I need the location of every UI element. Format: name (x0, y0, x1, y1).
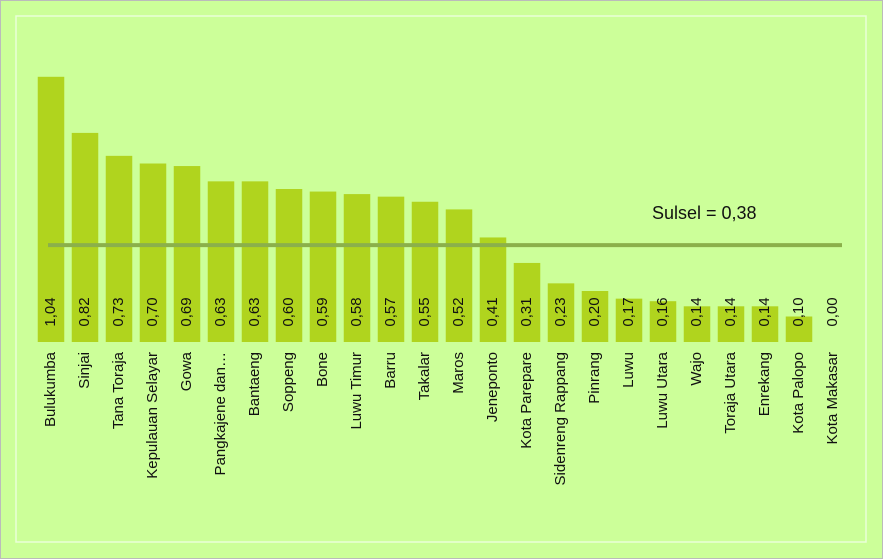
x-tick-label: Gowa (178, 351, 195, 391)
value-label: 0,14 (688, 297, 705, 326)
bar (683, 306, 711, 342)
bar (207, 181, 235, 342)
value-label: 0,52 (450, 297, 467, 326)
x-tick-label: Bantaeng (246, 352, 263, 416)
value-label: 1,04 (42, 297, 59, 326)
x-tick-label: Kota Parepare (518, 352, 535, 449)
value-label: 0,55 (416, 297, 433, 326)
bar (581, 291, 609, 342)
x-tick-label: Barru (382, 352, 399, 389)
bar (309, 191, 337, 342)
bar (649, 301, 677, 342)
bar (275, 189, 303, 342)
bar (513, 262, 541, 342)
x-tick-label: Takalar (416, 352, 433, 400)
bar (717, 306, 745, 342)
bar (139, 163, 167, 342)
value-label: 0,31 (518, 297, 535, 326)
x-tick-label: Bulukumba (42, 351, 59, 427)
value-label: 0,63 (246, 297, 263, 326)
x-tick-label: Sinjai (76, 352, 93, 389)
value-label: 0,00 (824, 297, 841, 326)
x-tick-label: Maros (450, 352, 467, 394)
value-label: 0,60 (280, 297, 297, 326)
reference-label: Sulsel = 0,38 (652, 203, 757, 223)
value-label: 0,41 (484, 297, 501, 326)
x-tick-label: Soppeng (280, 352, 297, 412)
bar (241, 181, 269, 342)
x-tick-label: Pangkajene dan… (212, 352, 229, 475)
bar (615, 298, 643, 342)
bar (377, 196, 405, 342)
x-tick-label: Pinrang (586, 352, 603, 404)
bar (445, 209, 473, 342)
value-label: 0,14 (722, 297, 739, 326)
x-tick-label: Kota Palopo (790, 352, 807, 434)
plot-frame (15, 15, 867, 543)
bar (105, 155, 133, 342)
value-label: 0,23 (552, 297, 569, 326)
value-label: 0,20 (586, 297, 603, 326)
value-label: 0,73 (110, 297, 127, 326)
x-tick-label: Tana Toraja (110, 351, 127, 429)
bar (71, 132, 99, 342)
bar (479, 237, 507, 342)
bar (173, 166, 201, 342)
x-tick-label: Bone (314, 352, 331, 387)
value-label: 0,59 (314, 297, 331, 326)
value-label: 0,82 (76, 297, 93, 326)
bar (37, 76, 65, 343)
value-label: 0,70 (144, 297, 161, 326)
x-tick-label: Kepulauan Selayar (144, 352, 161, 479)
x-tick-label: Luwu Utara (654, 351, 671, 428)
value-label: 0,58 (348, 297, 365, 326)
x-tick-label: Luwu Timur (348, 352, 365, 430)
value-label: 0,69 (178, 297, 195, 326)
value-label: 0,16 (654, 297, 671, 326)
bar (751, 306, 779, 342)
value-label: 0,17 (620, 297, 637, 326)
x-tick-label: Jeneponto (484, 352, 501, 422)
bar (343, 194, 371, 342)
x-tick-label: Kota Makasar (824, 352, 841, 445)
value-label: 0,63 (212, 297, 229, 326)
x-tick-label: Enrekang (756, 352, 773, 416)
value-label: 0,10 (790, 297, 807, 326)
bar (785, 316, 813, 342)
value-label: 0,57 (382, 297, 399, 326)
value-label: 0,14 (756, 297, 773, 326)
bar (547, 283, 575, 342)
x-tick-label: Sidenreng Rappang (552, 352, 569, 485)
bar (411, 201, 439, 342)
x-tick-label: Luwu (620, 352, 637, 388)
x-tick-label: Wajo (688, 352, 705, 386)
x-tick-label: Toraja Utara (722, 351, 739, 433)
